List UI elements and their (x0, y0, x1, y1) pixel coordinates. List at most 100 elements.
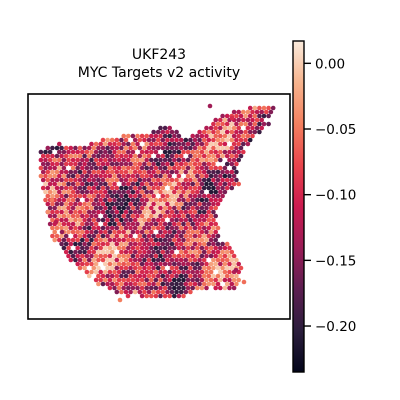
tissue-spot (119, 281, 124, 287)
tissue-spot (204, 253, 209, 259)
tissue-spot (82, 153, 87, 159)
tissue-spot (144, 245, 149, 251)
tissue-spot (190, 205, 195, 211)
tissue-spot (201, 201, 207, 207)
tissue-spot (247, 113, 253, 119)
tissue-spot (123, 169, 129, 175)
tissue-spot (172, 293, 177, 299)
tissue-spot (126, 133, 131, 139)
tissue-spot (47, 205, 53, 211)
tissue-spot (247, 121, 253, 127)
tissue-spot (49, 197, 55, 203)
tissue-spot (66, 229, 71, 235)
tissue-spot (167, 189, 172, 195)
tissue-spot (121, 141, 126, 147)
tissue-spot (192, 177, 198, 183)
tissue-spot (93, 277, 99, 283)
tissue-spot (119, 257, 124, 263)
tissue-spot (199, 269, 205, 275)
chart-title-line-2: MYC Targets v2 activity (78, 65, 240, 81)
tissue-spot (142, 281, 147, 287)
tissue-spot (169, 209, 175, 215)
tissue-spot (195, 237, 200, 243)
tissue-spot (114, 169, 120, 175)
tissue-spot (84, 205, 90, 211)
tissue-spot (100, 257, 106, 263)
tissue-spot (63, 153, 69, 159)
tissue-spot (169, 257, 175, 263)
tissue-spot (86, 209, 92, 215)
tissue-spot (176, 157, 182, 163)
tissue-spot (73, 225, 78, 231)
tissue-spot (100, 273, 106, 279)
tissue-spot (100, 153, 106, 159)
tissue-spot (89, 253, 94, 259)
tissue-spot (213, 125, 218, 131)
tissue-spot (96, 201, 101, 207)
tissue-spot (144, 205, 149, 211)
tissue-spot (105, 257, 110, 263)
tissue-spot (135, 253, 140, 259)
tissue-spot (151, 201, 156, 207)
tissue-spot (167, 133, 172, 139)
tissue-spot (236, 157, 241, 163)
tissue-spot (183, 241, 189, 247)
tissue-spot (201, 153, 207, 159)
tissue-spot (57, 149, 62, 155)
tissue-spot (116, 237, 122, 243)
tissue-spot (137, 201, 143, 207)
tissue-spot (204, 261, 209, 267)
tissue-spot (220, 113, 225, 119)
tissue-spot (160, 217, 166, 223)
tissue-spot (142, 217, 147, 223)
tissue-spot (172, 253, 177, 259)
tissue-spot (181, 253, 186, 259)
tissue-spot (130, 165, 136, 171)
tissue-spot (132, 201, 138, 207)
tissue-spot (103, 173, 108, 179)
tissue-spot (188, 289, 193, 295)
tissue-spot (89, 237, 94, 243)
tissue-spot (82, 161, 87, 167)
tissue-spot (176, 229, 182, 235)
tissue-spot (224, 177, 230, 183)
tissue-spot (215, 273, 221, 279)
tissue-spot (121, 285, 126, 291)
tissue-spot (116, 157, 122, 163)
tissue-spot (119, 289, 124, 295)
tissue-spot (84, 269, 90, 275)
tissue-spot (268, 109, 274, 115)
tissue-spot (188, 201, 193, 207)
tissue-spot (149, 189, 154, 195)
tissue-spot (169, 145, 175, 151)
tissue-spot (149, 221, 154, 227)
tissue-spot (103, 277, 108, 283)
tissue-spot (174, 209, 179, 215)
tissue-spot (50, 185, 55, 191)
tissue-spot (52, 165, 57, 171)
tissue-spot (93, 189, 99, 195)
tissue-spot (167, 229, 172, 235)
tissue-spot (132, 153, 138, 159)
tissue-spot (137, 241, 143, 247)
tissue-spot (128, 145, 133, 151)
tissue-spot (195, 173, 200, 179)
tissue-spot (172, 197, 177, 203)
tissue-spot (144, 213, 149, 219)
tissue-spot (204, 213, 209, 219)
tissue-spot (199, 285, 205, 291)
tissue-spot (172, 229, 177, 235)
tissue-spot (215, 169, 221, 175)
tissue-spot (153, 141, 159, 147)
tissue-spot (121, 269, 126, 275)
tissue-spot (206, 193, 212, 199)
tissue-spot (137, 233, 143, 239)
tissue-spot (144, 149, 149, 155)
tissue-spot (59, 161, 64, 167)
tissue-spot (84, 173, 90, 179)
tissue-spot (220, 249, 225, 255)
tissue-spot (59, 177, 64, 183)
tissue-spot (192, 265, 198, 271)
tissue-spot (167, 261, 172, 267)
tissue-spot (57, 141, 62, 147)
